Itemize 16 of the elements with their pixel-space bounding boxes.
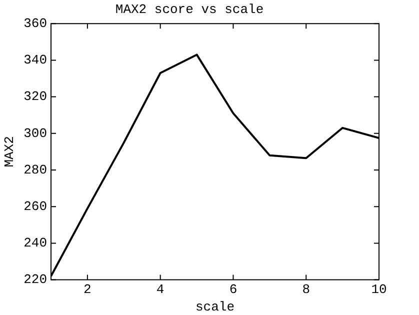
x-tick-label: 6 xyxy=(229,282,238,298)
y-tick-label: 240 xyxy=(24,236,48,251)
x-tick-label: 4 xyxy=(156,282,164,298)
y-tick-label: 340 xyxy=(24,52,48,68)
y-tick-label: 300 xyxy=(24,126,48,141)
x-tick-label: 8 xyxy=(302,282,310,298)
y-tick-label: 280 xyxy=(24,162,48,178)
y-tick-label: 260 xyxy=(24,199,48,214)
x-tick-label: 2 xyxy=(84,282,92,298)
y-tick-label: 220 xyxy=(24,272,48,288)
x-axis-title: scale xyxy=(195,300,235,315)
x-tick-label: 10 xyxy=(371,282,387,298)
y-axis-title: MAX2 xyxy=(2,136,18,168)
y-tick-label: 320 xyxy=(24,89,48,104)
y-tick-label: 360 xyxy=(24,16,48,32)
chart-title: MAX2 score vs scale xyxy=(115,2,264,18)
